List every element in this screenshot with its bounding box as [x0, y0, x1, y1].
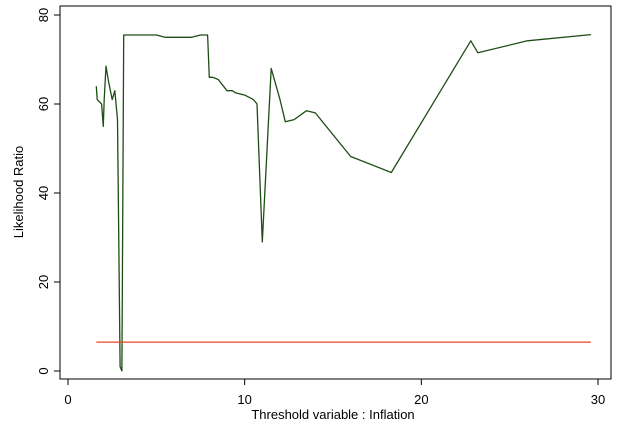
- y-tick-label: 80: [36, 8, 51, 22]
- series-layer: [95, 33, 591, 372]
- x-axis-title: Threshold variable : Inflation: [251, 407, 414, 422]
- y-axis: 0 20 40 60 80: [36, 8, 60, 375]
- x-axis: 0 10 20 30: [64, 379, 605, 407]
- x-tick-label: 20: [414, 392, 428, 407]
- plot-area: [59, 5, 612, 380]
- x-tick-label: 30: [591, 392, 605, 407]
- y-tick-label: 60: [36, 97, 51, 111]
- x-tick-label: 10: [237, 392, 251, 407]
- y-axis-title: Likelihood Ratio: [11, 146, 26, 239]
- y-tick-label: 0: [36, 367, 51, 374]
- x-tick-label: 0: [64, 392, 71, 407]
- y-tick-label: 40: [36, 186, 51, 200]
- y-tick-label: 20: [36, 275, 51, 289]
- likelihood-ratio-line: [95, 33, 591, 372]
